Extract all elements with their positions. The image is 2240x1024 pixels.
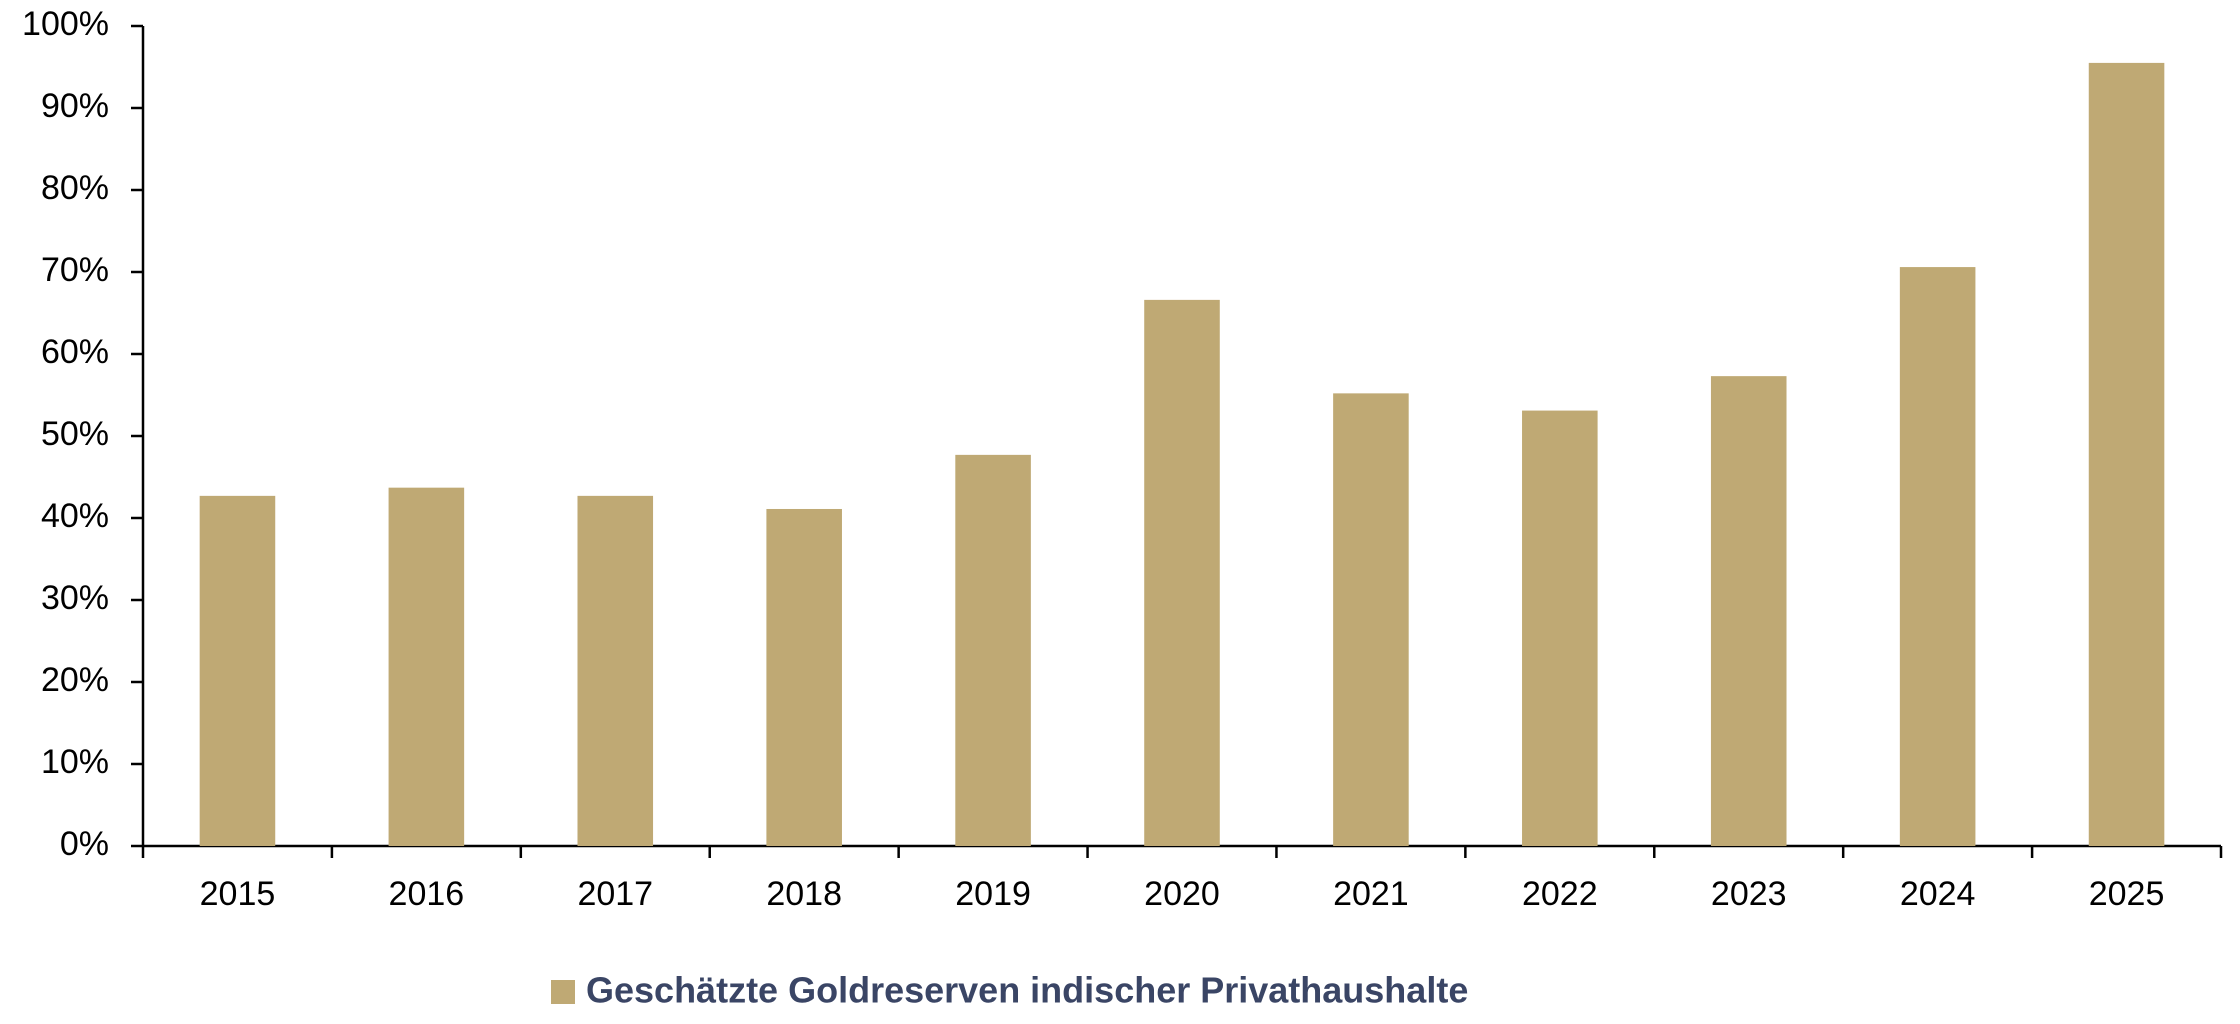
x-tick-label: 2024: [1900, 875, 1976, 913]
bar: [388, 487, 465, 846]
x-tick-label: 2016: [389, 875, 465, 913]
y-tick-label: 30%: [41, 579, 109, 617]
bar: [2088, 62, 2165, 846]
y-tick-label: 40%: [41, 497, 109, 535]
x-tick-label: 2015: [200, 875, 276, 913]
x-tick-label: 2025: [2089, 875, 2165, 913]
y-tick-label: 50%: [41, 415, 109, 453]
y-tick-label: 10%: [41, 743, 109, 781]
bar: [766, 508, 842, 846]
legend-swatch: [551, 980, 575, 1004]
x-tick-label: 2017: [577, 875, 653, 913]
bar: [1899, 267, 1976, 847]
y-tick-label: 100%: [22, 5, 109, 43]
bar: [1522, 410, 1598, 846]
x-tick-label: 2019: [955, 875, 1031, 913]
x-tick-label: 2020: [1144, 875, 1220, 913]
y-tick-label: 90%: [41, 87, 109, 125]
y-tick-label: 60%: [41, 333, 109, 371]
bar: [1144, 299, 1220, 846]
x-tick-label: 2018: [766, 875, 842, 913]
y-tick-label: 0%: [60, 825, 109, 863]
x-tick-label: 2023: [1711, 875, 1787, 913]
y-tick-label: 20%: [41, 661, 109, 699]
bar: [1710, 376, 1787, 846]
bar: [199, 495, 276, 846]
bar: [955, 454, 1031, 846]
bar: [577, 495, 654, 846]
x-tick-label: 2021: [1333, 875, 1409, 913]
y-tick-label: 80%: [41, 169, 109, 207]
x-tick-label: 2022: [1522, 875, 1598, 913]
bar: [1333, 393, 1409, 846]
y-tick-label: 70%: [41, 251, 109, 289]
legend-text: Geschätzte Goldreserven indischer Privat…: [586, 970, 1468, 1011]
